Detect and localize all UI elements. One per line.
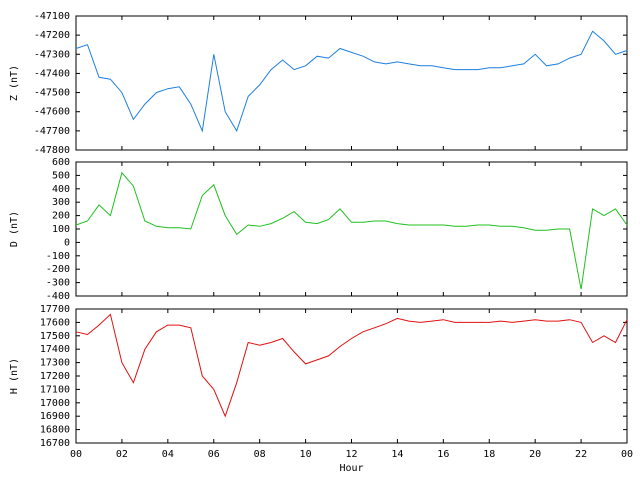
y-tick-label: -47700	[34, 126, 70, 137]
data-line	[75, 30, 628, 133]
x-tick-label: 20	[529, 449, 541, 460]
x-tick-label: 10	[300, 449, 312, 460]
y-tick-label: -47800	[34, 145, 70, 156]
y-tick-label: -200	[46, 264, 70, 275]
x-tick-label: 00	[621, 449, 633, 460]
x-axis-label: Hour	[339, 463, 363, 474]
y-tick-label: -100	[46, 251, 70, 262]
y-tick-label: 17400	[40, 344, 70, 355]
y-tick-label: -47100	[34, 11, 70, 22]
y-axis-label: D (nT)	[9, 211, 20, 247]
y-tick-label: 17700	[40, 304, 70, 315]
data-line	[75, 313, 628, 418]
y-tick-label: 400	[52, 184, 70, 195]
panel-frame	[75, 15, 628, 151]
y-tick-label: 200	[52, 211, 70, 222]
y-tick-label: 0	[64, 237, 70, 248]
y-tick-label: 17200	[40, 371, 70, 382]
y-tick-label: -300	[46, 278, 70, 289]
y-axis-label: Z (nT)	[9, 65, 20, 101]
y-tick-label: -47400	[34, 68, 70, 79]
panel-frame	[75, 308, 628, 444]
data-line	[75, 171, 628, 290]
y-tick-label: 16900	[40, 411, 70, 422]
y-tick-label: 600	[52, 157, 70, 168]
y-tick-label: 16800	[40, 425, 70, 436]
x-tick-label: 06	[208, 449, 220, 460]
y-tick-label: 17500	[40, 331, 70, 342]
y-tick-label: 17300	[40, 358, 70, 369]
panel-frame	[75, 161, 628, 297]
y-tick-label: 500	[52, 170, 70, 181]
y-tick-label: 16700	[40, 438, 70, 449]
y-axis-label: H (nT)	[9, 358, 20, 394]
y-tick-label: 17000	[40, 398, 70, 409]
y-tick-label: -47500	[34, 88, 70, 99]
x-tick-label: 00	[70, 449, 82, 460]
y-tick-label: -47200	[34, 30, 70, 41]
x-tick-label: 12	[345, 449, 357, 460]
y-tick-label: 300	[52, 197, 70, 208]
x-tick-label: 08	[254, 449, 266, 460]
x-tick-label: 22	[575, 449, 587, 460]
y-tick-label: -400	[46, 291, 70, 302]
x-tick-label: 04	[162, 449, 174, 460]
x-tick-label: 02	[116, 449, 128, 460]
y-tick-label: -47600	[34, 107, 70, 118]
y-tick-label: 17600	[40, 317, 70, 328]
y-tick-label: -47300	[34, 49, 70, 60]
y-tick-label: 17100	[40, 384, 70, 395]
x-tick-label: 16	[437, 449, 449, 460]
x-tick-label: 18	[483, 449, 495, 460]
x-tick-label: 14	[391, 449, 403, 460]
y-tick-label: 100	[52, 224, 70, 235]
